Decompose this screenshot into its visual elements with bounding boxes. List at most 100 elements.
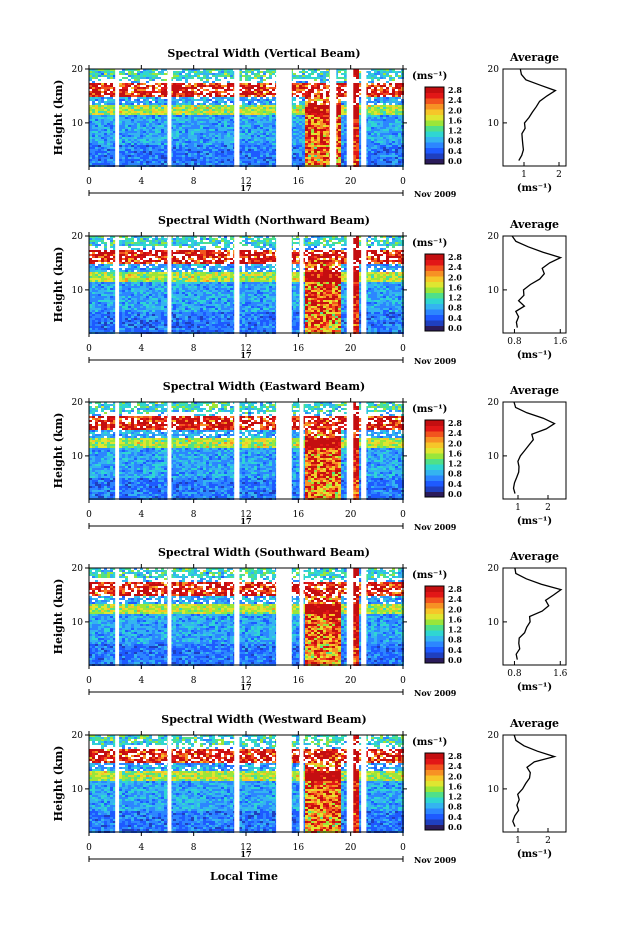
heatmap-cell xyxy=(149,137,152,139)
heatmap-cell xyxy=(209,71,212,73)
heatmap-cell xyxy=(392,125,395,127)
heatmap-cell xyxy=(107,163,110,165)
heatmap-cell xyxy=(398,113,401,115)
heatmap-cell xyxy=(179,161,182,163)
heatmap-cell xyxy=(143,157,146,159)
heatmap-cell xyxy=(188,93,191,95)
heatmap-cell xyxy=(224,151,227,153)
heatmap-cell xyxy=(338,77,341,79)
heatmap-cell xyxy=(242,85,245,87)
heatmap-cell xyxy=(155,91,158,93)
data-gap xyxy=(346,68,354,167)
heatmap-cell xyxy=(203,147,206,149)
heatmap-cell xyxy=(374,119,377,121)
heatmap-cell xyxy=(230,99,233,101)
heatmap-cell xyxy=(251,99,254,101)
heatmap-cell xyxy=(164,87,167,89)
heatmap-cell xyxy=(125,119,128,121)
heatmap-cell xyxy=(344,137,347,139)
heatmap-cell xyxy=(161,95,164,97)
heatmap-cell xyxy=(191,123,194,125)
heatmap-cell xyxy=(245,113,248,115)
heatmap-cell xyxy=(89,161,92,163)
heatmap-cell xyxy=(320,163,323,165)
heatmap-cell xyxy=(398,97,401,99)
heatmap-cell xyxy=(176,163,179,165)
heatmap-cell xyxy=(335,157,338,159)
heatmap-cell xyxy=(92,75,95,77)
heatmap-cell xyxy=(188,75,191,77)
heatmap-cell xyxy=(92,242,95,244)
heatmap-cell xyxy=(326,119,329,121)
heatmap-cell xyxy=(158,101,161,103)
heatmap-cell xyxy=(89,302,92,304)
heatmap-cell xyxy=(218,151,221,153)
heatmap-cell xyxy=(323,159,326,161)
heatmap-cell xyxy=(158,117,161,119)
heatmap-cell xyxy=(395,137,398,139)
heatmap-cell xyxy=(263,149,266,151)
heatmap-cell xyxy=(89,151,92,153)
heatmap-cell xyxy=(185,91,188,93)
heatmap-cell xyxy=(251,105,254,107)
colorbar-unit: (ms⁻¹) xyxy=(412,71,447,82)
heatmap-cell xyxy=(356,147,359,149)
heatmap-cell xyxy=(152,105,155,107)
heatmap-cell xyxy=(227,121,230,123)
heatmap-cell xyxy=(104,73,107,75)
heatmap-cell xyxy=(326,113,329,115)
heatmap-cell xyxy=(221,69,224,71)
heatmap-cell xyxy=(182,71,185,73)
heatmap-cell xyxy=(293,155,296,157)
heatmap-cell xyxy=(326,139,329,141)
heatmap-cell xyxy=(164,99,167,101)
heatmap-cell xyxy=(248,71,251,73)
heatmap-cell xyxy=(101,286,104,288)
heatmap-cell xyxy=(359,105,362,107)
heatmap-cell xyxy=(182,149,185,151)
heatmap-cell xyxy=(314,127,317,129)
heatmap-cell xyxy=(128,155,131,157)
heatmap-cell xyxy=(359,99,362,101)
heatmap-cell xyxy=(164,115,167,117)
heatmap-cell xyxy=(251,127,254,129)
heatmap-cell xyxy=(152,159,155,161)
heatmap-cell xyxy=(155,121,158,123)
heatmap-cell xyxy=(206,153,209,155)
heatmap-cell xyxy=(215,129,218,131)
heatmap-cell xyxy=(383,139,386,141)
heatmap-cell xyxy=(392,157,395,159)
heatmap-cell xyxy=(251,129,254,131)
heatmap-cell xyxy=(383,127,386,129)
heatmap-cell xyxy=(155,145,158,147)
heatmap-cell xyxy=(260,81,263,83)
heatmap-cell xyxy=(266,97,269,99)
heatmap-cell xyxy=(245,127,248,129)
heatmap-cell xyxy=(353,69,356,71)
heatmap-cell xyxy=(272,125,275,127)
heatmap-cell xyxy=(230,127,233,129)
heatmap-cell xyxy=(305,111,308,113)
heatmap-cell xyxy=(269,135,272,137)
heatmap-cell xyxy=(365,135,368,137)
heatmap-cell xyxy=(110,93,113,95)
heatmap-cell xyxy=(101,87,104,89)
heatmap-cell xyxy=(263,153,266,155)
heatmap-cell xyxy=(230,143,233,145)
heatmap-cell xyxy=(182,153,185,155)
heatmap-cell xyxy=(182,145,185,147)
heatmap-cell xyxy=(365,123,368,125)
heatmap-cell xyxy=(149,157,152,159)
heatmap-cell xyxy=(365,85,368,87)
heatmap-cell xyxy=(143,123,146,125)
heatmap-cell xyxy=(206,107,209,109)
heatmap-cell xyxy=(314,155,317,157)
heatmap-cell xyxy=(137,79,140,81)
heatmap-cell xyxy=(353,99,356,101)
heatmap-cell xyxy=(92,89,95,91)
heatmap-cell xyxy=(299,123,302,125)
heatmap-cell xyxy=(386,143,389,145)
heatmap-cell xyxy=(230,147,233,149)
heatmap-cell xyxy=(308,149,311,151)
heatmap-cell xyxy=(98,151,101,153)
